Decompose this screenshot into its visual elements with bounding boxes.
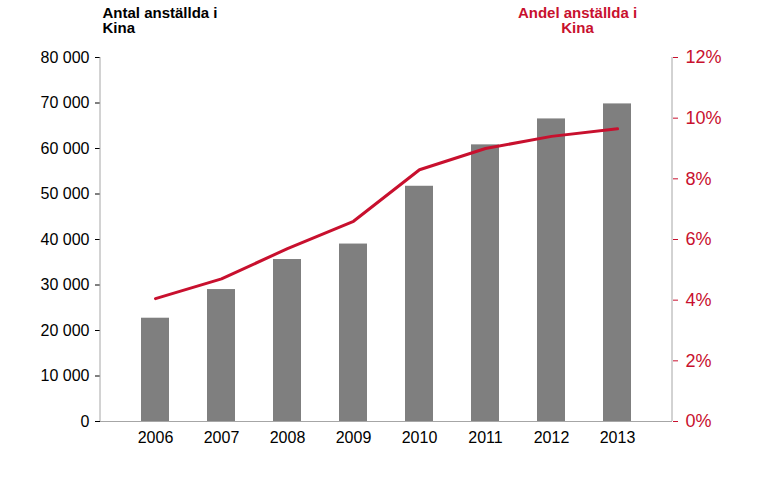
svg-text:4%: 4%: [686, 290, 712, 310]
svg-text:2012: 2012: [534, 429, 570, 446]
svg-text:6%: 6%: [686, 229, 712, 249]
svg-text:12%: 12%: [686, 47, 722, 67]
svg-text:20 000: 20 000: [41, 322, 90, 339]
svg-text:Andel anställda iKina: Andel anställda iKina: [518, 4, 637, 36]
svg-text:10%: 10%: [686, 108, 722, 128]
svg-text:8%: 8%: [686, 169, 712, 189]
svg-text:Antal anställda iKina: Antal anställda iKina: [103, 4, 218, 36]
svg-text:2%: 2%: [686, 351, 712, 371]
svg-text:2006: 2006: [138, 429, 174, 446]
svg-text:40 000: 40 000: [41, 231, 90, 248]
svg-text:2010: 2010: [402, 429, 438, 446]
svg-text:2011: 2011: [468, 429, 503, 446]
svg-text:70 000: 70 000: [41, 94, 90, 111]
svg-text:2008: 2008: [270, 429, 306, 446]
svg-text:60 000: 60 000: [41, 140, 90, 157]
svg-text:80 000: 80 000: [41, 49, 90, 66]
svg-text:0%: 0%: [686, 411, 712, 431]
svg-text:30 000: 30 000: [41, 276, 90, 293]
svg-text:0: 0: [81, 413, 90, 430]
svg-text:2007: 2007: [204, 429, 240, 446]
svg-text:10 000: 10 000: [41, 367, 90, 384]
svg-text:2009: 2009: [336, 429, 372, 446]
svg-text:50 000: 50 000: [41, 185, 90, 202]
svg-text:2013: 2013: [600, 429, 636, 446]
